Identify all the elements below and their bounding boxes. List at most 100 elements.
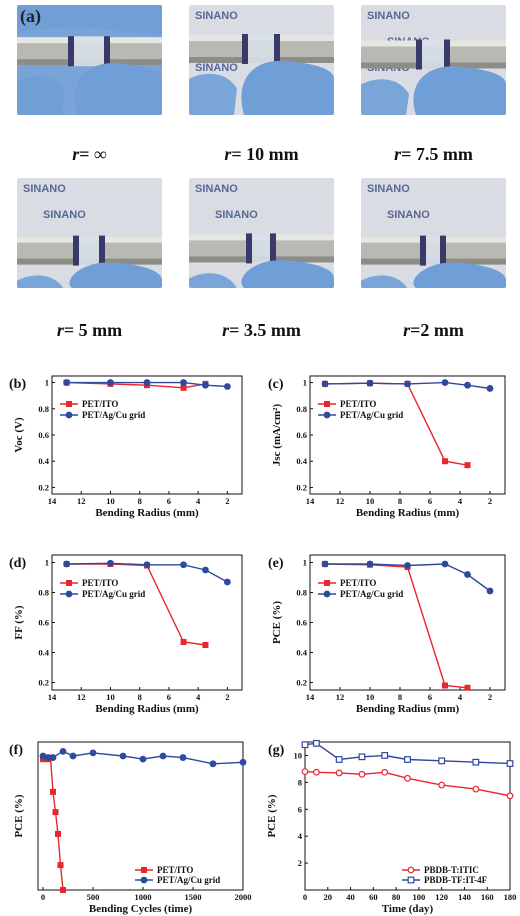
photo-bending-infinity: [17, 5, 162, 115]
legend-entry-1: PBDB-TF:IT-4F: [424, 875, 488, 885]
data-point: [209, 760, 217, 768]
data-point: [143, 561, 151, 569]
data-point: [506, 792, 514, 800]
y-tick-label: 6: [298, 804, 302, 814]
data-point: [159, 752, 167, 760]
panel-label-c: (c): [268, 377, 284, 392]
panel-label-e: (e): [268, 556, 284, 571]
data-point: [180, 561, 187, 569]
brand-watermark-text: SINANO: [195, 62, 238, 74]
y-tick-label: 0.2: [38, 482, 49, 492]
x-tick-label: 2: [225, 496, 229, 506]
x-tick-label: 2: [225, 692, 229, 702]
series-line-1: [324, 381, 491, 390]
x-tick-label: 4: [196, 692, 201, 702]
plot-frame: [309, 554, 506, 691]
brand-watermark-text: SINANO: [367, 183, 410, 195]
legend-entry-0: PET/ITO: [157, 865, 193, 875]
y-tick-label: 4: [298, 831, 303, 841]
x-tick-label: 10: [366, 692, 375, 702]
data-point: [438, 781, 446, 789]
data-point: [486, 385, 494, 392]
x-tick-label: 10: [106, 692, 115, 702]
data-point: [89, 749, 97, 757]
data-point: [119, 752, 127, 760]
plot-frame: [304, 741, 511, 891]
x-tick-label: 40: [346, 892, 355, 902]
x-tick-label: 80: [392, 892, 401, 902]
panel-label-b: (b): [9, 377, 26, 392]
data-point: [404, 774, 411, 782]
caption-r-2mm: r=2 mm: [403, 320, 464, 340]
x-tick-label: 12: [77, 692, 86, 702]
x-tick-label: 12: [336, 496, 345, 506]
data-point: [506, 760, 514, 767]
brand-watermark-text: SINANO: [215, 209, 258, 221]
series-line-1: [66, 562, 228, 583]
brand-watermark-text: SINANO: [367, 10, 410, 22]
x-tick-label: 14: [48, 496, 57, 506]
y-tick-label: 0.2: [38, 678, 49, 688]
data-point: [404, 756, 411, 763]
y-tick-label: 0.6: [296, 618, 307, 628]
data-point: [140, 876, 148, 884]
data-point: [464, 462, 471, 469]
data-point: [66, 580, 72, 586]
x-tick-label: 1000: [135, 892, 152, 902]
data-point: [321, 560, 329, 568]
data-point: [69, 752, 77, 760]
data-point: [65, 411, 73, 419]
y-tick-label: 8: [298, 777, 302, 787]
data-point: [49, 754, 57, 761]
series-line-1: [325, 563, 491, 592]
chart-panel-e: (e) 14 12 10 8 6 4 2 0.2 0.4 0.6 0.8 1 Bending Radius…: [268, 554, 506, 715]
y-tick-label: 0.8: [296, 588, 307, 598]
x-axis-label: Bending Radius (mm): [356, 507, 460, 519]
data-point: [107, 559, 114, 567]
caption-r-5mm: r= 5 mm: [56, 320, 123, 340]
data-point: [107, 379, 114, 386]
x-tick-label: 100: [413, 892, 426, 902]
x-tick-label: 4: [458, 496, 463, 506]
y-tick-label: 0.8: [296, 404, 307, 414]
legend-entry-0: PET/ITO: [340, 399, 376, 409]
data-point: [63, 560, 71, 568]
legend-entry-0: PBDB-T:ITIC: [424, 865, 479, 875]
x-tick-label: 140: [458, 892, 471, 902]
x-tick-label: 1500: [185, 892, 202, 902]
brand-watermark-text: SINANO: [195, 183, 238, 195]
y-axis-label: FF (%): [13, 605, 25, 639]
data-point: [143, 379, 151, 386]
data-point: [202, 381, 209, 389]
x-tick-label: 4: [196, 496, 201, 506]
x-tick-label: 8: [138, 496, 142, 506]
x-tick-label: 6: [167, 496, 171, 506]
y-tick-label: 1: [303, 558, 307, 568]
y-tick-label: 0.6: [38, 430, 49, 440]
x-axis-label: Bending Radius (mm): [95, 507, 199, 519]
data-point: [358, 753, 366, 761]
plot-frame: [51, 554, 243, 691]
data-point: [321, 380, 329, 388]
data-point: [441, 379, 449, 386]
caption-r-3-5mm: r= 3.5 mm: [222, 320, 301, 340]
brand-watermark-text: SINANO: [195, 10, 238, 22]
y-tick-label: 10: [294, 750, 303, 760]
data-point: [66, 401, 72, 407]
data-point: [179, 754, 187, 761]
brand-watermark-text: SINANO: [23, 183, 66, 195]
x-tick-label: 160: [481, 892, 494, 902]
panel-label-a: (a): [20, 6, 41, 26]
x-tick-label: 0: [303, 892, 307, 902]
x-tick-label: 120: [435, 892, 448, 902]
x-tick-label: 500: [87, 892, 100, 902]
x-tick-label: 60: [369, 892, 378, 902]
data-point: [358, 770, 366, 778]
x-tick-label: 4: [458, 692, 463, 702]
brand-watermark-text: SINANO: [387, 209, 430, 221]
y-tick-label: 1: [45, 558, 49, 568]
